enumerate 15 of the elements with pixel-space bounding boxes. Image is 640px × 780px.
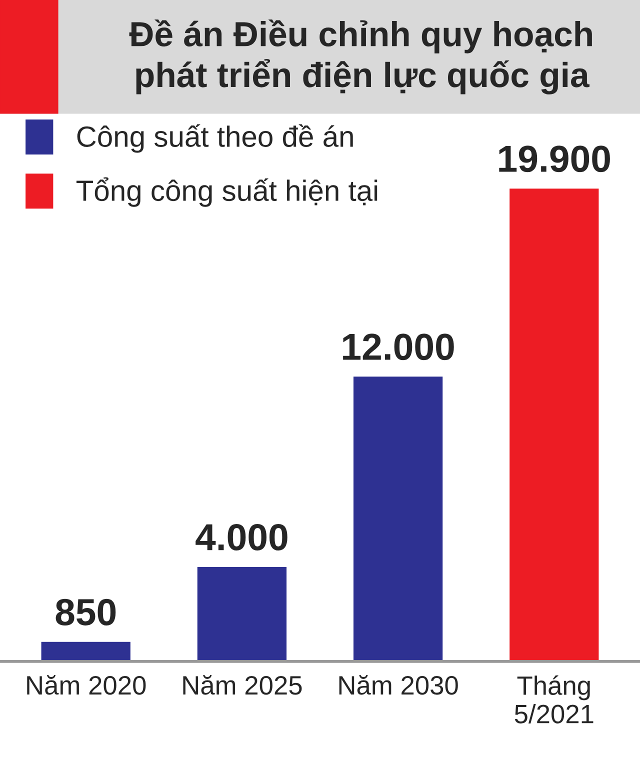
x-tick-label: Năm 2020: [27, 674, 146, 695]
bar: [196, 566, 288, 662]
chart-title: Đề án Điều chỉnh quy hoạch phát triển điện lực quốc gia: [129, 20, 592, 94]
x-tick-label: Năm 2030: [339, 674, 458, 695]
data-label: 19.900: [499, 146, 610, 172]
bar: [508, 187, 600, 662]
data-label: 4.000: [196, 524, 288, 551]
legend-label: Tổng công suất hiện tại: [76, 177, 378, 207]
bar: [352, 375, 444, 662]
legend-label: Công suất theo đề án: [77, 124, 353, 153]
x-tick-label: Năm 2025: [183, 674, 302, 695]
data-label: 850: [56, 598, 116, 626]
x-tick-label: Tháng 5/2021: [514, 675, 594, 724]
data-label: 12.000: [343, 334, 454, 360]
bar: [40, 640, 132, 662]
